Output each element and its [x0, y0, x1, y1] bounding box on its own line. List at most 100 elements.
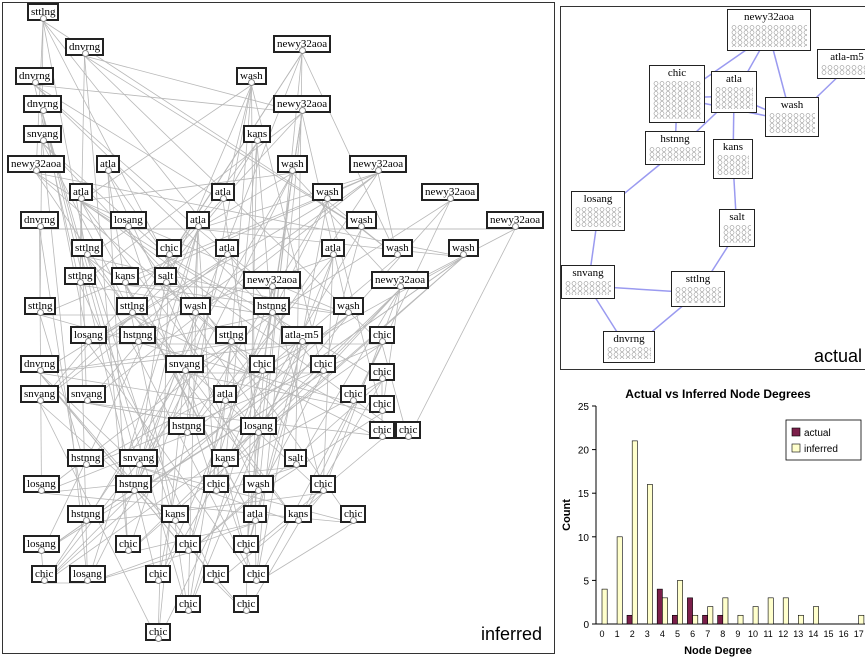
- x-tick-label: 3: [645, 629, 650, 639]
- actual-node: chic: [649, 65, 705, 123]
- x-axis-label: Node Degree: [684, 645, 752, 657]
- inferred-edge: [34, 84, 224, 202]
- node-anchor: [194, 223, 202, 230]
- actual-label: actual: [813, 346, 862, 366]
- node-anchor: [447, 195, 455, 202]
- inferred-node: kans: [284, 505, 313, 524]
- node-texture: [769, 113, 815, 133]
- inferred-node: hstnng: [67, 505, 105, 524]
- node-texture: [675, 287, 721, 303]
- actual-node: hstnng: [645, 131, 705, 165]
- inferred-node: chic: [233, 535, 260, 554]
- inferred-node: wash: [180, 297, 211, 316]
- node-anchor: [289, 167, 297, 174]
- inferred-edge: [157, 228, 362, 584]
- x-tick-label: 11: [763, 629, 772, 639]
- inferred-node: dnvrng: [23, 95, 63, 114]
- inferred-edge: [271, 288, 324, 494]
- bar-actual: [672, 614, 678, 625]
- inferred-edge: [224, 142, 258, 468]
- node-texture: [649, 147, 701, 161]
- inferred-node: kans: [161, 505, 190, 524]
- inferred-node: sttlng: [215, 326, 248, 345]
- inferred-edge: [255, 522, 354, 584]
- inferred-node: atla: [215, 239, 239, 258]
- x-tick-label: 10: [748, 629, 758, 639]
- actual-node-label: snvang: [572, 267, 604, 279]
- node-anchor: [350, 517, 358, 524]
- inferred-edge: [41, 434, 187, 494]
- inferred-edge: [43, 372, 185, 584]
- legend-label-actual: actual: [804, 428, 831, 439]
- bar-inferred: [858, 614, 865, 625]
- legend-swatch-inferred: [791, 443, 801, 453]
- inferred-node: chic: [243, 565, 270, 584]
- inferred-node: snvang: [20, 385, 60, 404]
- inferred-node: hstnng: [253, 297, 291, 316]
- node-anchor: [345, 309, 353, 316]
- inferred-edge: [224, 314, 349, 468]
- node-anchor: [379, 407, 387, 414]
- inferred-node: chic: [395, 421, 422, 440]
- chart-title: Actual vs Inferred Node Degrees: [625, 387, 811, 401]
- inferred-edge: [84, 55, 129, 554]
- node-anchor: [269, 283, 277, 290]
- node-anchor: [213, 487, 221, 494]
- actual-node-label: salt: [729, 211, 745, 223]
- bar-inferred: [737, 614, 744, 625]
- node-anchor: [84, 251, 92, 258]
- inferred-node: chic: [310, 355, 337, 374]
- inferred-edge: [86, 256, 176, 524]
- node-anchor: [135, 461, 143, 468]
- inferred-edge: [85, 492, 324, 524]
- inferred-edge: [295, 52, 303, 468]
- node-anchor: [83, 397, 91, 404]
- node-anchor: [77, 195, 85, 202]
- inferred-edge: [41, 256, 464, 554]
- node-anchor: [295, 517, 303, 524]
- node-texture: [821, 65, 865, 75]
- actual-node-label: wash: [780, 99, 804, 111]
- inferred-node: chic: [203, 475, 230, 494]
- node-anchor: [37, 309, 45, 316]
- node-anchor: [219, 195, 227, 202]
- x-tick-label: 12: [778, 629, 788, 639]
- node-anchor: [379, 338, 387, 345]
- node-anchor: [394, 251, 402, 258]
- x-tick-label: 8: [720, 629, 725, 639]
- node-anchor: [155, 635, 163, 642]
- inferred-edge: [381, 288, 401, 414]
- inferred-edge: [258, 372, 324, 494]
- actual-node: losang: [571, 191, 625, 231]
- node-anchor: [122, 279, 130, 286]
- inferred-edge: [255, 402, 354, 584]
- inferred-edge: [245, 438, 383, 554]
- inferred-node: newy32aoa: [421, 183, 480, 202]
- inferred-node: wash: [333, 297, 364, 316]
- node-anchor: [350, 397, 358, 404]
- bar-inferred: [647, 484, 653, 625]
- inferred-edge: [39, 372, 226, 404]
- inferred-node: newy32aoa: [243, 271, 302, 290]
- inferred-edge: [157, 84, 252, 584]
- actual-node: dnvrng: [603, 331, 655, 363]
- inferred-edge: [41, 466, 296, 494]
- inferred-node: losang: [23, 475, 60, 494]
- inferred-node: kans: [243, 125, 272, 144]
- inferred-node: chic: [115, 535, 142, 554]
- node-anchor: [405, 433, 413, 440]
- inferred-edge: [184, 372, 383, 414]
- node-anchor: [213, 577, 221, 584]
- node-anchor: [259, 367, 267, 374]
- node-anchor: [375, 167, 383, 174]
- node-anchor: [223, 251, 231, 258]
- inferred-edge: [86, 172, 379, 404]
- inferred-edge: [297, 200, 451, 524]
- actual-node: atla-m5: [817, 49, 865, 79]
- node-anchor: [255, 429, 263, 436]
- node-anchor: [248, 79, 256, 86]
- actual-node: sttlng: [671, 271, 725, 307]
- actual-node-label: newy32aoa: [743, 11, 795, 23]
- node-anchor: [82, 461, 90, 468]
- bar-actual: [656, 588, 663, 625]
